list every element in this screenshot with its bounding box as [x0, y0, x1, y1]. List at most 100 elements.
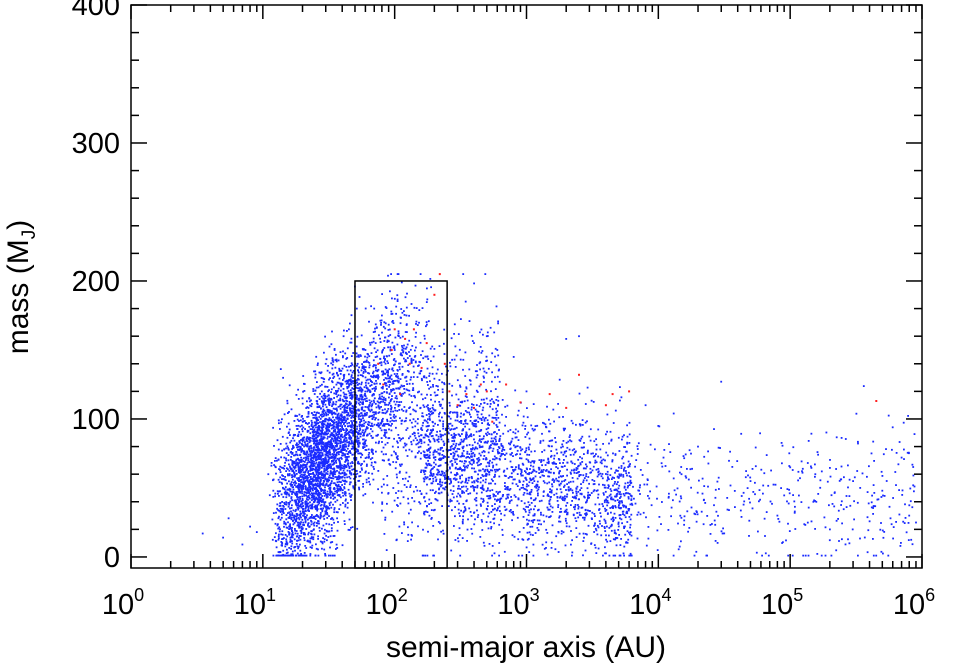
- data-point-blue: [382, 424, 385, 427]
- data-point-blue: [307, 502, 310, 505]
- data-point-blue: [510, 453, 512, 456]
- data-point-blue: [329, 546, 331, 549]
- data-point-blue: [288, 494, 291, 497]
- data-point-blue: [309, 458, 312, 461]
- data-point-blue: [344, 503, 347, 506]
- data-point-blue: [394, 452, 397, 454]
- data-point-blue: [478, 469, 481, 472]
- data-point-blue: [316, 506, 318, 508]
- data-point-blue: [293, 467, 296, 470]
- data-point-blue: [569, 487, 572, 490]
- data-point-blue: [409, 486, 412, 488]
- data-point-blue: [415, 323, 417, 325]
- data-point-blue: [439, 433, 442, 436]
- data-point-blue: [274, 457, 277, 459]
- data-point-blue: [510, 511, 513, 514]
- data-point-blue: [313, 393, 316, 395]
- data-point-blue: [278, 468, 280, 470]
- data-point-blue: [540, 523, 542, 526]
- data-point-blue: [322, 377, 325, 380]
- data-point-blue: [680, 540, 682, 543]
- data-point-blue: [423, 480, 426, 483]
- data-point-blue: [617, 523, 620, 525]
- data-point-blue: [439, 405, 442, 407]
- data-point-blue: [428, 417, 431, 420]
- data-point-blue: [623, 446, 625, 448]
- data-point-blue: [687, 530, 689, 533]
- data-point-blue: [551, 445, 553, 448]
- data-point-blue: [618, 534, 620, 536]
- data-point-blue: [350, 442, 352, 445]
- data-point-blue: [292, 470, 295, 472]
- data-point-blue: [526, 531, 529, 534]
- data-point-blue: [562, 453, 565, 456]
- data-point-blue: [536, 489, 539, 492]
- data-point-blue: [343, 472, 346, 475]
- data-point-blue: [481, 422, 483, 424]
- data-point-blue: [347, 488, 350, 491]
- data-point-blue: [695, 510, 698, 513]
- data-point-blue: [589, 439, 592, 442]
- data-point-blue: [314, 469, 317, 472]
- data-point-blue: [370, 464, 373, 467]
- data-point-blue: [462, 518, 464, 521]
- data-point-blue: [638, 486, 641, 489]
- data-point-blue: [734, 506, 736, 508]
- data-point-blue: [880, 522, 882, 524]
- data-point-blue: [335, 400, 338, 403]
- data-point-blue: [399, 439, 402, 442]
- data-point-blue: [317, 482, 319, 485]
- data-point-blue: [590, 517, 593, 520]
- data-point-blue: [880, 550, 883, 553]
- data-point-blue: [559, 511, 561, 513]
- data-point-blue: [418, 321, 420, 324]
- data-point-blue: [494, 388, 497, 390]
- data-point-blue: [305, 444, 308, 446]
- data-point-blue: [423, 376, 426, 379]
- data-point-blue: [338, 377, 341, 380]
- data-point-blue: [307, 457, 310, 460]
- data-point-blue: [722, 527, 724, 530]
- data-point-blue: [328, 417, 331, 419]
- data-point-blue: [615, 544, 618, 547]
- data-point-blue: [793, 500, 796, 503]
- data-point-blue: [344, 396, 347, 398]
- data-point-blue: [742, 491, 745, 494]
- data-point-blue: [421, 429, 424, 431]
- data-point-blue: [570, 469, 573, 472]
- data-point-blue: [472, 447, 474, 449]
- data-point-blue: [515, 483, 518, 486]
- data-point-blue: [406, 370, 409, 372]
- data-point-blue: [459, 386, 462, 388]
- data-point-blue: [461, 520, 464, 523]
- data-point-blue: [362, 429, 364, 432]
- data-point-blue: [333, 386, 335, 389]
- data-point-blue: [362, 415, 364, 417]
- data-point-blue: [381, 387, 384, 390]
- data-point-blue: [343, 329, 345, 332]
- data-point-blue: [588, 461, 591, 464]
- data-point-blue: [429, 432, 432, 435]
- data-point-blue: [297, 446, 300, 448]
- data-point-blue: [332, 430, 335, 433]
- data-point-blue: [398, 471, 401, 474]
- data-point-blue: [500, 518, 502, 521]
- data-point-blue: [470, 435, 473, 438]
- data-point-blue: [430, 474, 433, 477]
- data-point-blue: [895, 484, 897, 486]
- data-point-blue: [491, 461, 494, 464]
- data-point-blue: [304, 444, 307, 447]
- data-point-blue: [493, 422, 495, 425]
- data-point-blue: [463, 491, 465, 494]
- data-point-blue: [288, 473, 291, 475]
- data-point-blue: [273, 536, 276, 538]
- data-point-blue: [419, 372, 421, 375]
- data-point-blue: [322, 397, 324, 400]
- data-point-blue: [372, 370, 375, 373]
- data-point-blue: [842, 508, 845, 511]
- data-point-blue: [389, 346, 392, 349]
- data-point-blue: [389, 381, 392, 383]
- data-point-blue: [323, 378, 326, 380]
- data-point-blue: [328, 371, 331, 374]
- data-point-blue: [477, 459, 480, 462]
